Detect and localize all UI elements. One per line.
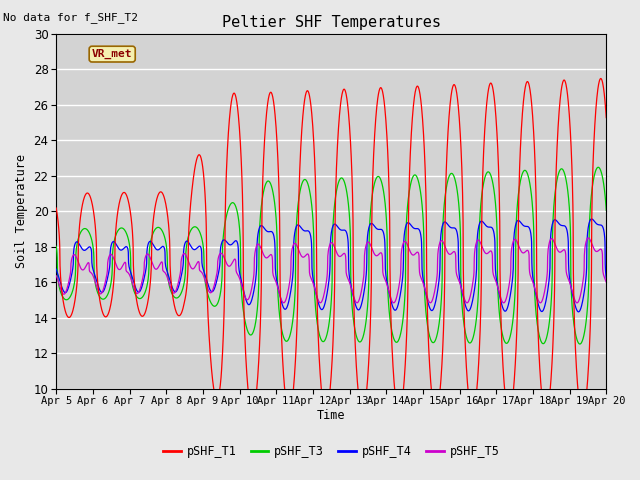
Text: No data for f_SHF_T2: No data for f_SHF_T2 (3, 12, 138, 23)
Legend: pSHF_T1, pSHF_T3, pSHF_T4, pSHF_T5: pSHF_T1, pSHF_T3, pSHF_T4, pSHF_T5 (158, 441, 504, 463)
Title: Peltier SHF Temperatures: Peltier SHF Temperatures (221, 15, 441, 30)
Text: VR_met: VR_met (92, 49, 132, 59)
X-axis label: Time: Time (317, 409, 346, 422)
Y-axis label: Soil Temperature: Soil Temperature (15, 154, 28, 268)
